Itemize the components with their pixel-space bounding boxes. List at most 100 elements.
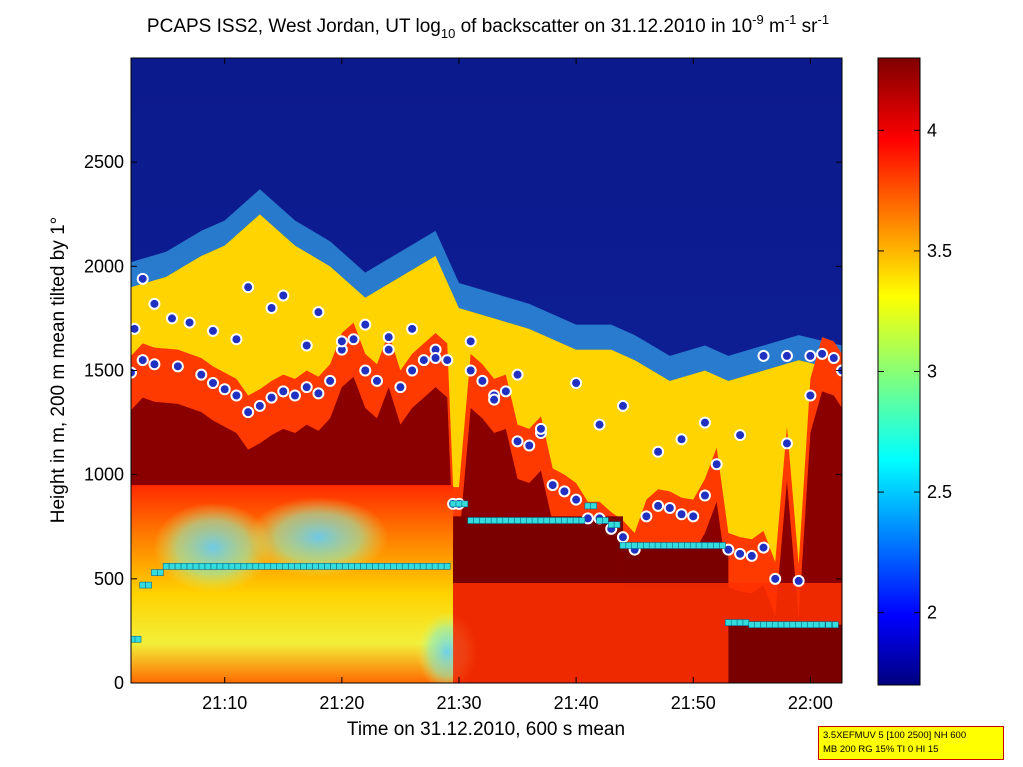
square-marker (461, 500, 469, 508)
bl-marker (804, 389, 817, 402)
upper-marker (429, 352, 442, 364)
bl-marker (382, 343, 395, 356)
bl-marker (195, 368, 208, 381)
bl-marker (253, 399, 266, 412)
square-marker (151, 569, 158, 576)
bl-marker (277, 385, 290, 398)
colorbar-tick-label: 4 (927, 120, 937, 140)
colorbar (877, 57, 921, 686)
x-tick-label: 21:20 (319, 693, 364, 713)
colorbar-tick-label: 2 (927, 603, 937, 623)
square-marker (192, 563, 200, 570)
square-marker (413, 563, 421, 570)
upper-marker (312, 306, 325, 319)
square-marker (648, 542, 656, 549)
square-marker (222, 563, 230, 570)
bl-marker (734, 547, 747, 560)
square-marker (725, 619, 732, 626)
square-marker (401, 563, 409, 570)
upper-marker (734, 429, 747, 442)
square-marker (602, 517, 609, 524)
x-axis: 21:10 21:20 21:30 21:40 21:50 22:00 (202, 58, 833, 713)
bl-marker (687, 510, 700, 523)
y-tick-label: 1000 (84, 465, 124, 485)
info-box-line-1: 3.5XEFMUV 5 [100 2500] NH 600 (823, 730, 967, 741)
square-marker (631, 542, 638, 549)
bl-marker (745, 549, 758, 562)
square-marker (162, 563, 170, 570)
square-marker (330, 563, 337, 570)
aerosol-layer-fringe (131, 189, 842, 381)
square-marker (760, 621, 767, 628)
square-marker (684, 542, 691, 549)
pooled-layer (622, 545, 729, 590)
bl-marker (616, 531, 629, 544)
bl-marker (288, 389, 301, 402)
square-marker (228, 563, 236, 570)
bl-marker (511, 435, 524, 448)
square-marker (520, 517, 527, 524)
square-marker (145, 581, 152, 589)
square-marker (366, 563, 373, 570)
square-marker (596, 517, 603, 524)
heatmap-plot-area (131, 58, 842, 683)
x-tick-label: 21:10 (202, 693, 247, 713)
square-marker (818, 621, 826, 628)
upper-marker (165, 312, 178, 325)
bl-marker (523, 439, 536, 452)
chart-title: PCAPS ISS2, West Jordan, UT log10 of bac… (147, 12, 829, 41)
bl-marker (206, 377, 219, 389)
square-marker (625, 542, 633, 549)
upper-marker (675, 433, 688, 446)
square-marker (139, 581, 147, 589)
square-marker (496, 517, 504, 524)
square-marker (204, 563, 212, 570)
square-marker (654, 542, 662, 549)
upper-marker (534, 422, 547, 435)
square-marker (719, 542, 726, 549)
square-marker (240, 563, 248, 570)
square-marker (607, 521, 615, 528)
upper-marker (300, 339, 313, 352)
y-tick-label: 0 (114, 673, 124, 693)
square-marker (537, 517, 545, 524)
upper-marker (230, 333, 243, 346)
y-tick-label: 2000 (84, 256, 124, 276)
upper-marker (570, 377, 583, 389)
square-marker (695, 542, 703, 549)
square-marker (210, 563, 218, 570)
upper-marker (183, 316, 196, 329)
square-marker (186, 563, 194, 570)
square-marker (252, 563, 260, 570)
square-marker (807, 621, 814, 628)
square-marker (288, 563, 295, 570)
square-marker (555, 517, 562, 524)
bl-marker (417, 354, 430, 367)
square-marker (270, 563, 278, 570)
upper-marker (265, 302, 278, 314)
bl-marker (570, 493, 583, 506)
square-marker (372, 563, 379, 570)
square-marker (561, 517, 568, 524)
x-tick-label: 21:50 (671, 693, 716, 713)
square-marker (531, 517, 539, 524)
bl-marker (406, 364, 419, 377)
square-marker (306, 563, 313, 570)
y-tick-label: 1500 (84, 361, 124, 381)
colorbar-tick-label: 2.5 (927, 482, 952, 502)
bl-marker (675, 508, 688, 521)
bl-marker (136, 354, 149, 367)
bl-marker (710, 458, 723, 471)
heatmap-layers (131, 189, 842, 683)
square-marker (407, 563, 415, 570)
square-marker (742, 619, 750, 626)
bl-marker (652, 499, 665, 512)
square-marker (425, 563, 433, 570)
colorbar-tick-label: 3 (927, 362, 937, 382)
square-marker (584, 502, 592, 510)
square-marker (549, 517, 556, 524)
colorbar-tick-label: 3.5 (927, 241, 952, 261)
square-marker (701, 542, 709, 549)
square-marker (812, 621, 820, 628)
square-marker (234, 563, 242, 570)
